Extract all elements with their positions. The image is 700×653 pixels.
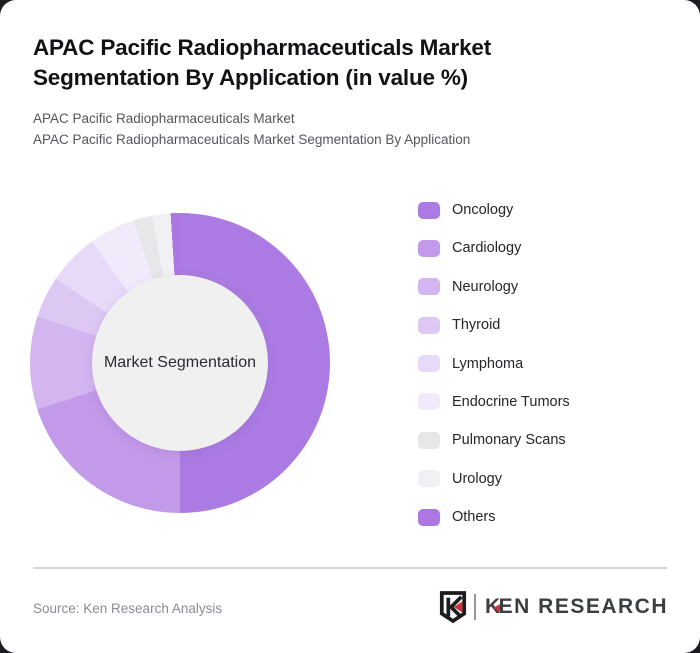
page-title: APAC Pacific Radiopharmaceuticals Market…	[33, 35, 491, 90]
source-text: Source: Ken Research Analysis	[33, 601, 223, 616]
subtitle-line-2: APAC Pacific Radiopharmaceuticals Market…	[33, 132, 471, 147]
legend-item-pulmonary-scans: Pulmonary Scans	[418, 429, 570, 451]
legend-item-neurology: Neurology	[418, 276, 570, 298]
legend-swatch-endocrine-tumors	[418, 393, 440, 411]
shield-red-triangle	[453, 600, 463, 613]
legend-swatch-thyroid	[418, 316, 440, 334]
footer-divider	[33, 567, 667, 569]
legend-swatch-oncology	[418, 201, 440, 219]
header: APAC Pacific Radiopharmaceuticals Market…	[33, 33, 633, 150]
legend-label: Urology	[452, 470, 502, 487]
legend-label: Neurology	[452, 278, 519, 295]
subtitles: APAC Pacific Radiopharmaceuticals Market…	[33, 108, 633, 150]
donut-center-label: Market Segmentation	[103, 354, 257, 371]
logo-rest: EN RESEARCH	[498, 595, 668, 618]
logo-wordmark: K EN RESEARCH	[485, 595, 668, 619]
logo-separator	[473, 594, 476, 620]
logo-red-triangle-icon	[492, 602, 502, 613]
legend-swatch-cardiology	[418, 239, 440, 257]
legend-item-lymphoma: Lymphoma	[418, 353, 570, 375]
legend-swatch-urology	[418, 470, 440, 488]
legend-label: Lymphoma	[452, 355, 524, 372]
legend-item-endocrine-tumors: Endocrine Tumors	[418, 391, 570, 413]
chart-legend: Oncology Cardiology Neurology Thyroid Ly…	[418, 199, 570, 528]
ken-research-logo: K EN RESEARCH	[439, 590, 668, 624]
legend-item-others: Others	[418, 506, 570, 528]
legend-swatch-others	[418, 508, 440, 526]
legend-swatch-neurology	[418, 278, 440, 296]
legend-label: Others	[452, 509, 496, 526]
subtitle-line-1: APAC Pacific Radiopharmaceuticals Market	[33, 111, 295, 126]
ken-research-shield-icon	[439, 590, 467, 623]
legend-item-oncology: Oncology	[418, 199, 570, 221]
legend-label: Thyroid	[452, 317, 501, 334]
legend-item-thyroid: Thyroid	[418, 314, 570, 336]
donut-center: Market Segmentation	[92, 275, 268, 451]
legend-label: Endocrine Tumors	[452, 393, 570, 410]
legend-swatch-lymphoma	[418, 355, 440, 373]
legend-item-cardiology: Cardiology	[418, 237, 570, 259]
legend-label: Cardiology	[452, 240, 522, 257]
legend-label: Pulmonary Scans	[452, 432, 566, 449]
legend-swatch-pulmonary-scans	[418, 431, 440, 449]
legend-label: Oncology	[452, 202, 514, 218]
legend-item-urology: Urology	[418, 468, 570, 490]
